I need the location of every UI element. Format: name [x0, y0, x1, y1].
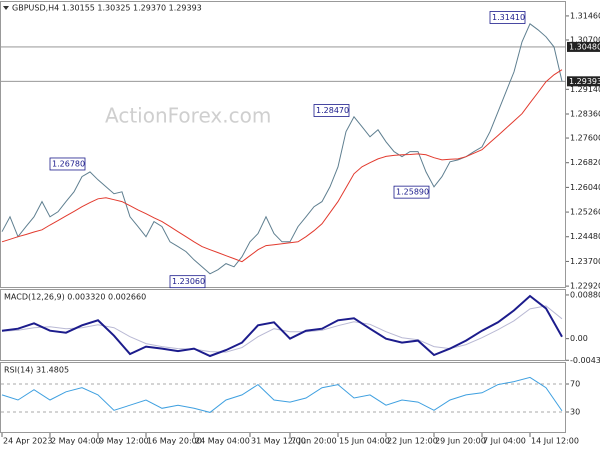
y-tick-label: -0.004354 [570, 356, 600, 365]
y-tick-label: 1.25260 [570, 208, 600, 217]
x-tick-label: 15 Jun 04:00 [339, 437, 390, 446]
price-annotation-box [49, 157, 86, 171]
x-tick-label: 24 Apr 2023 [3, 437, 52, 446]
pane-title: RSI(14) 31.4805 [4, 366, 69, 375]
y-tick-label: 1.22920 [570, 282, 600, 291]
y-tick-label: 1.30700 [570, 35, 600, 44]
watermark: ActionForex.com [105, 104, 271, 128]
level-label-box [567, 76, 600, 87]
x-tick-label: 9 May 12:00 [99, 437, 149, 446]
x-tick-label: 29 Jun 20:00 [435, 437, 486, 446]
y-tick-label: 1.26820 [570, 158, 600, 167]
price-annotation: 1.25890 [396, 188, 429, 197]
price-annotation: 1.26780 [52, 159, 85, 168]
x-tick-label: 7 Jul 04:00 [483, 437, 526, 446]
price-annotation: 1.23060 [172, 277, 205, 286]
price-pane [0, 1, 566, 288]
price-annotation: 1.28470 [316, 106, 349, 115]
series-line [1, 294, 563, 358]
x-tick-label: 14 Jul 12:00 [531, 437, 579, 446]
level-label: 1.29393 [569, 77, 600, 86]
y-tick-label: 70 [570, 380, 580, 389]
y-tick-label: 1.27600 [570, 134, 600, 143]
level-label-box [567, 41, 600, 52]
y-tick-label: 1.23700 [570, 257, 600, 266]
y-tick-label: 0.00 [570, 334, 588, 343]
level-label: 1.30480 [569, 42, 600, 51]
rsi-pane [0, 362, 566, 433]
x-tick-label: 2 May 04:00 [51, 437, 101, 446]
y-tick-label: 1.26040 [570, 183, 600, 192]
price-annotation-box [393, 185, 430, 199]
x-tick-label: 22 Jun 12:00 [387, 437, 438, 446]
y-tick-label: 1.29140 [570, 85, 600, 94]
series-line [1, 376, 563, 413]
x-tick-label: 24 May 04:00 [195, 437, 250, 446]
y-tick-label: 1.24480 [570, 232, 600, 241]
pane-title: MACD(12,26,9) 0.003320 0.002660 [4, 293, 146, 302]
x-tick-label: 16 May 20:00 [147, 437, 202, 446]
y-tick-label: 1.28360 [570, 109, 600, 118]
pane-title: GBPUSD,H4 1.30155 1.30325 1.29370 1.2939… [12, 4, 202, 13]
menu-icon [3, 6, 9, 10]
macd-pane [0, 289, 566, 361]
price-annotation-box [169, 275, 206, 289]
y-tick-label: 1.31460 [570, 11, 600, 20]
x-tick-label: 31 May 12:00 [251, 437, 306, 446]
price-annotation: 1.31410 [492, 13, 525, 22]
price-annotation-box [489, 11, 526, 24]
price-annotation-box [313, 104, 350, 117]
y-tick-label: 0.008804 [570, 290, 600, 299]
series-line [1, 69, 563, 263]
y-tick-label: 30 [570, 408, 580, 417]
x-tick-label: 7 Jun 20:00 [291, 437, 337, 446]
